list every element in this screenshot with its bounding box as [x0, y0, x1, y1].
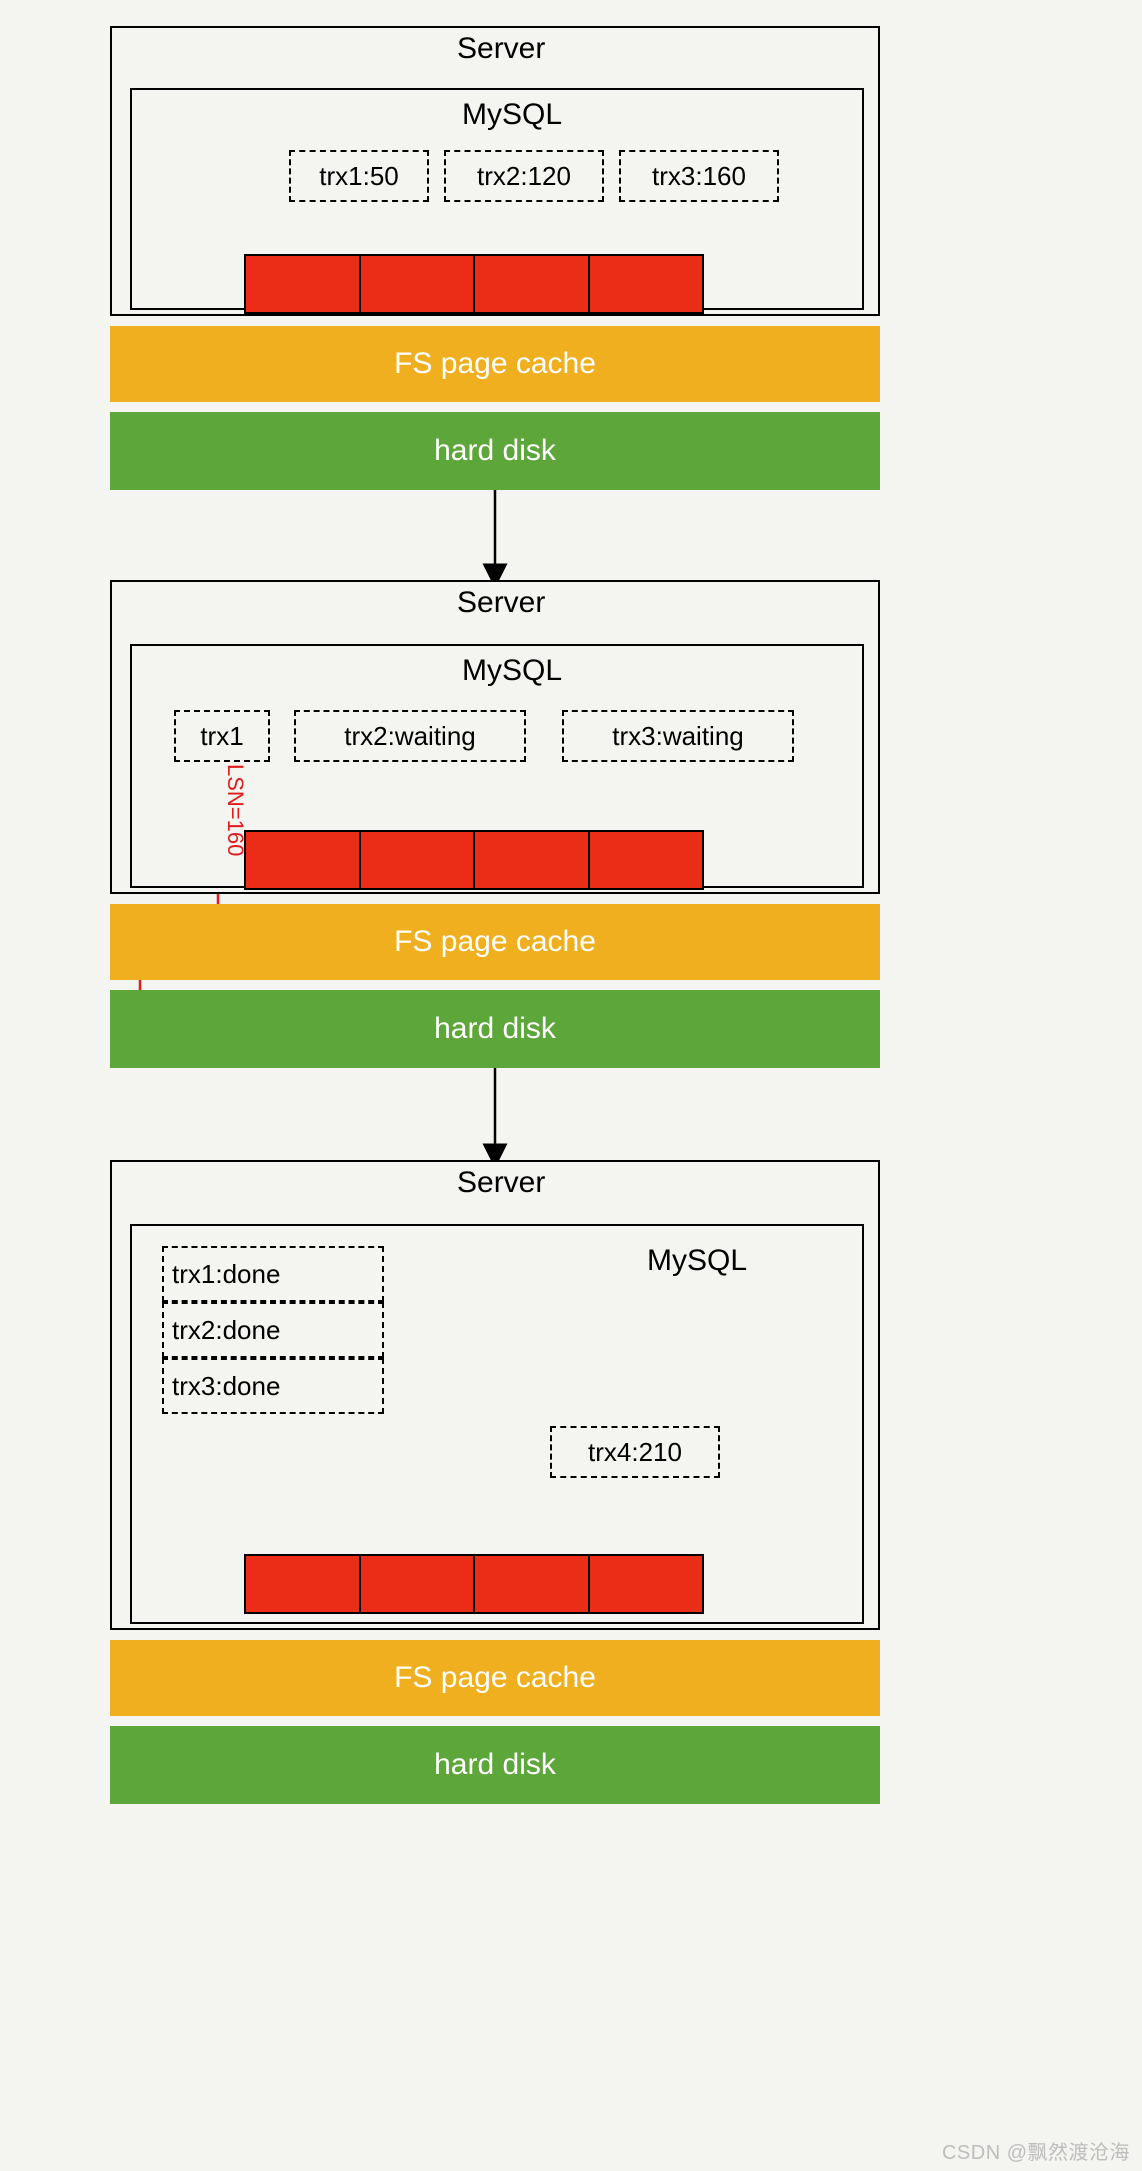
trx-box: trx1	[174, 710, 270, 762]
log-segment	[590, 1556, 703, 1612]
log-segment	[361, 256, 476, 312]
mysql-box: MySQL trx1:50 trx2:120 trx3:160	[130, 88, 864, 310]
log-segment	[475, 832, 590, 888]
log-segment	[475, 256, 590, 312]
fs-cache-layer: FS page cache	[110, 1640, 880, 1716]
mysql-title: MySQL	[462, 98, 562, 132]
log-buffer	[244, 254, 704, 314]
mysql-box: MySQL trx4:210 trx1:donetrx2:donetrx3:done	[130, 1224, 864, 1624]
fs-cache-layer: FS page cache	[110, 904, 880, 980]
log-segment	[590, 832, 703, 888]
server-title: Server	[457, 586, 545, 620]
server-title: Server	[457, 32, 545, 66]
trx-box: trx2:waiting	[294, 710, 526, 762]
server-box: Server MySQL trx4:210 trx1:donetrx2:donetrx…	[110, 1160, 880, 1630]
log-segment	[361, 1556, 476, 1612]
diagram-root: CSDN @飘然渡沧海 Server MySQL trx1:50 trx2:120 tr…	[0, 0, 1142, 2171]
log-segment	[361, 832, 476, 888]
trx-box: trx3:160	[619, 150, 779, 202]
mysql-title: MySQL	[647, 1244, 747, 1278]
trx-box: trx2:120	[444, 150, 604, 202]
trx-box: trx1:50	[289, 150, 429, 202]
log-segment	[246, 1556, 361, 1612]
hard-disk-layer: hard disk	[110, 990, 880, 1068]
hard-disk-layer: hard disk	[110, 1726, 880, 1804]
log-buffer	[244, 830, 704, 890]
trx-done-row: trx3:done	[162, 1358, 384, 1414]
log-segment	[246, 832, 361, 888]
lsn-label: LSN=160	[222, 764, 248, 856]
server-box: Server MySQL trx1:50 trx2:120 trx3:160	[110, 26, 880, 316]
log-buffer	[244, 1554, 704, 1614]
watermark: CSDN @飘然渡沧海	[942, 2136, 1130, 2165]
fs-cache-layer: FS page cache	[110, 326, 880, 402]
mysql-title: MySQL	[462, 654, 562, 688]
log-segment	[475, 1556, 590, 1612]
hard-disk-layer: hard disk	[110, 412, 880, 490]
trx-done-row: trx1:done	[162, 1246, 384, 1302]
server-title: Server	[457, 1166, 545, 1200]
trx-box: trx3:waiting	[562, 710, 794, 762]
log-segment	[590, 256, 703, 312]
trx-done-row: trx2:done	[162, 1302, 384, 1358]
trx-box: trx4:210	[550, 1426, 720, 1478]
log-segment	[246, 256, 361, 312]
